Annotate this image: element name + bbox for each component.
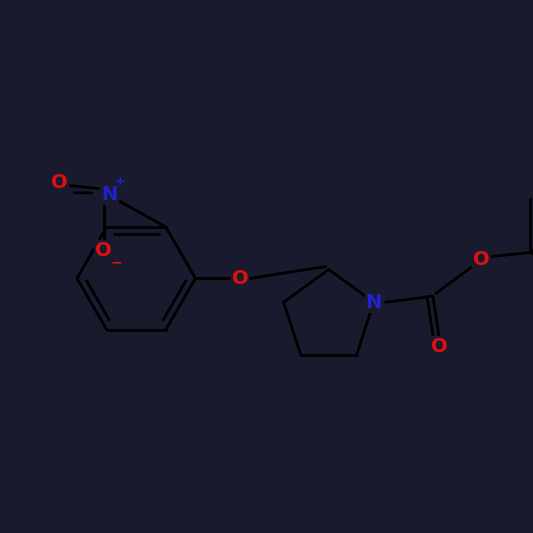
Text: O: O [431,337,447,356]
Text: O: O [231,269,248,288]
Text: O: O [95,241,112,260]
Text: −: − [111,256,123,270]
Text: O: O [473,250,490,269]
Text: +: + [114,175,125,188]
Text: O: O [51,173,68,192]
Text: N: N [101,185,118,204]
Text: N: N [366,293,382,312]
